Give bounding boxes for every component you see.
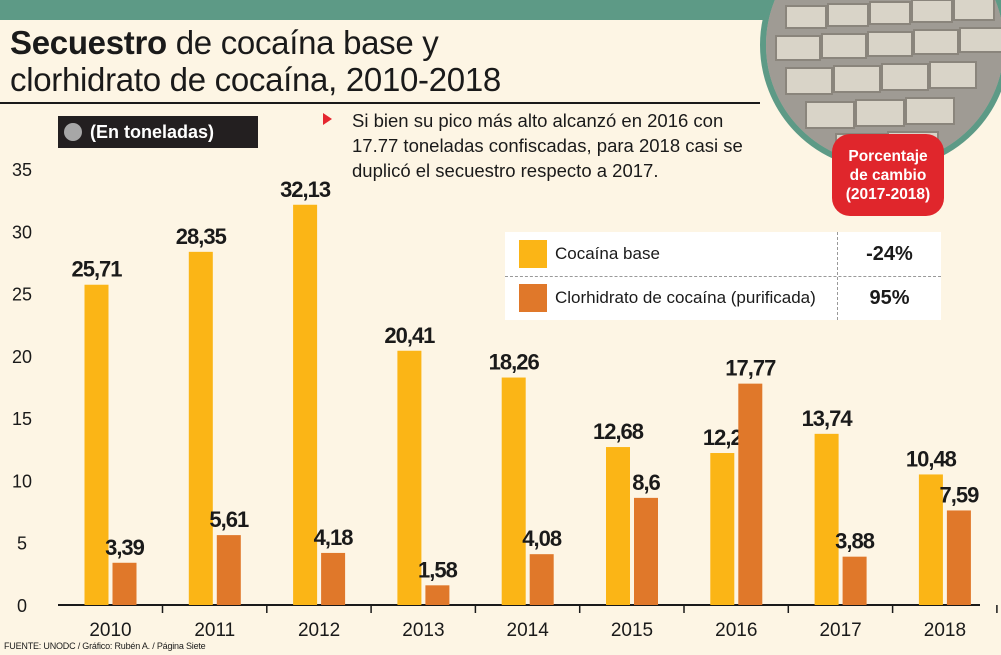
bar-hcl-2011 — [216, 535, 241, 605]
data-label-base-2012: 32,13 — [280, 177, 331, 202]
data-label-hcl-2015: 8,6 — [632, 470, 660, 495]
y-tick-label-5: 5 — [17, 534, 27, 554]
data-label-base-2011: 28,35 — [176, 224, 227, 249]
bar-hcl-2018 — [946, 510, 971, 605]
legend-swatch-base — [519, 240, 547, 268]
x-tick-label-2016: 2016 — [715, 620, 757, 641]
bar-base-2016 — [710, 453, 735, 605]
source-credit: FUENTE: UNODC / Gráfico: Rubén A. / Pági… — [4, 641, 206, 651]
legend-swatch-hcl — [519, 284, 547, 312]
x-tick-label-2018: 2018 — [924, 620, 966, 641]
data-label-hcl-2016: 17,77 — [725, 356, 776, 381]
bar-base-2018 — [918, 474, 943, 605]
data-label-base-2016: 12,2 — [703, 425, 743, 450]
title-line2: clorhidrato de cocaína, 2010-2018 — [10, 61, 501, 98]
data-label-hcl-2012: 4,18 — [314, 525, 354, 550]
badge-line3: (2017-2018) — [845, 185, 931, 203]
y-tick-label-0: 0 — [17, 596, 27, 616]
data-label-base-2017: 13,74 — [802, 406, 854, 431]
data-label-hcl-2018: 7,59 — [939, 482, 979, 507]
legend-label-hcl: Clorhidrato de cocaína (purificada) — [555, 288, 816, 307]
data-label-hcl-2011: 5,61 — [209, 507, 249, 532]
legend-label-base: Cocaína base — [555, 244, 660, 263]
top-accent-bar — [0, 0, 1001, 20]
y-tick-label-30: 30 — [12, 222, 32, 242]
x-tick-label-2012: 2012 — [298, 620, 340, 641]
data-label-hcl-2017: 3,88 — [835, 529, 875, 554]
bar-base-2012 — [293, 204, 318, 605]
percent-change-badge: Porcentaje de cambio (2017-2018) — [832, 134, 944, 216]
legend-table: Cocaína base -24% Clorhidrato de cocaína… — [505, 232, 941, 320]
data-label-base-2010: 25,71 — [71, 257, 122, 282]
data-label-hcl-2013: 1,58 — [418, 557, 458, 582]
y-tick-label-10: 10 — [12, 471, 32, 491]
bar-base-2017 — [814, 433, 839, 605]
triangle-marker-icon — [323, 113, 332, 125]
badge-line2: de cambio — [849, 166, 927, 184]
data-label-base-2013: 20,41 — [384, 323, 435, 348]
y-tick-label-25: 25 — [12, 285, 32, 305]
dot-icon — [64, 123, 82, 141]
data-label-base-2014: 18,26 — [489, 350, 540, 375]
unit-label: (En toneladas) — [90, 122, 215, 142]
bar-base-2010 — [84, 284, 109, 605]
legend-row-base: Cocaína base -24% — [505, 232, 941, 277]
x-tick-label-2015: 2015 — [611, 620, 653, 641]
title-divider — [0, 102, 760, 104]
badge-line1: Porcentaje — [848, 147, 928, 165]
x-tick-label-2017: 2017 — [819, 620, 861, 641]
bar-hcl-2010 — [112, 562, 137, 605]
legend-column-divider — [837, 232, 838, 320]
x-tick-label-2011: 2011 — [194, 620, 235, 641]
data-label-base-2018: 10,48 — [906, 446, 957, 471]
bar-hcl-2013 — [425, 585, 450, 605]
data-label-hcl-2010: 3,39 — [105, 535, 145, 560]
bar-hcl-2016 — [738, 383, 763, 605]
data-label-hcl-2014: 4,08 — [522, 526, 562, 551]
legend-change-hcl: 95% — [869, 287, 910, 309]
legend-change-base: -24% — [866, 243, 913, 265]
x-tick-label-2014: 2014 — [507, 620, 550, 641]
chart-title: Secuestro de cocaína base y clorhidrato d… — [10, 24, 790, 98]
note-text: Si bien su pico más alto alcanzó en 2016… — [352, 110, 743, 181]
bar-hcl-2012 — [321, 552, 346, 605]
bar-hcl-2015 — [634, 497, 658, 605]
bar-base-2011 — [188, 251, 213, 605]
unit-badge: (En toneladas) — [58, 116, 258, 148]
bar-hcl-2014 — [529, 554, 554, 605]
bar-base-2013 — [397, 350, 422, 605]
bar-base-2014 — [501, 377, 526, 605]
title-line1-rest: de cocaína base y — [166, 24, 439, 61]
x-tick-label-2013: 2013 — [402, 620, 444, 641]
x-tick-label-2010: 2010 — [89, 620, 131, 641]
title-bold: Secuestro — [10, 24, 167, 61]
y-tick-label-20: 20 — [12, 347, 32, 367]
y-tick-label-35: 35 — [12, 160, 32, 180]
data-label-base-2015: 12,68 — [593, 419, 644, 444]
bar-hcl-2017 — [842, 556, 867, 605]
legend-row-hcl: Clorhidrato de cocaína (purificada) 95% — [505, 276, 941, 320]
bar-base-2015 — [606, 447, 630, 605]
y-tick-label-15: 15 — [12, 409, 32, 429]
